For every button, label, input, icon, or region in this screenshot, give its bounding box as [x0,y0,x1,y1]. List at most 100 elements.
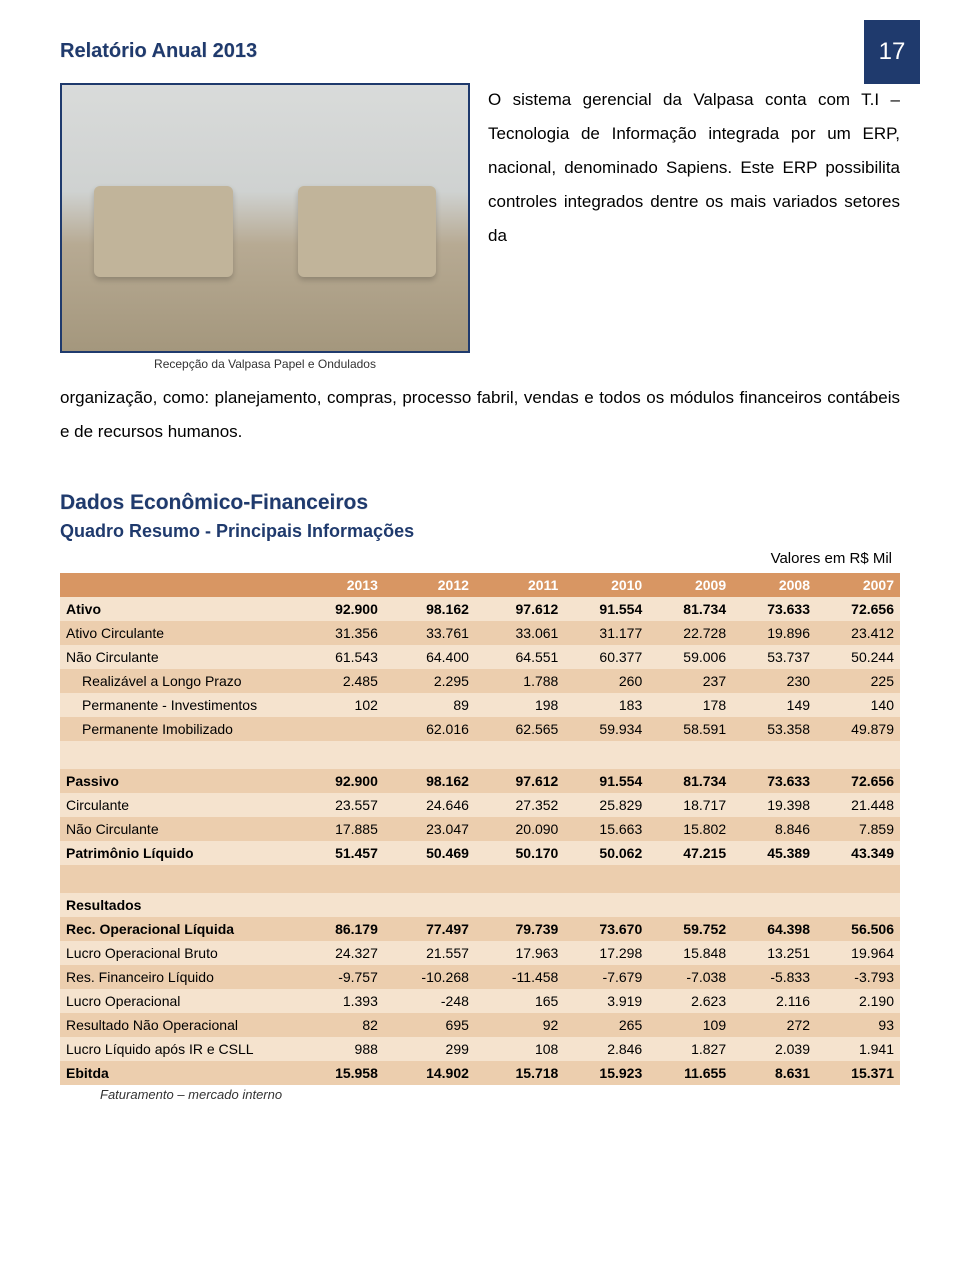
table-row [60,741,900,769]
table-cell: 15.848 [648,941,732,965]
table-cell: 2.846 [564,1037,648,1061]
table-cell: 21.448 [816,793,900,817]
table-cell: 15.958 [300,1061,384,1085]
table-row: Permanente - Investimentos10289198183178… [60,693,900,717]
table-cell-gap [564,865,648,893]
table-cell-gap [732,865,816,893]
table-row-label: Patrimônio Líquido [60,841,300,865]
table-cell-gap [648,741,732,769]
table-row: Não Circulante61.54364.40064.55160.37759… [60,645,900,669]
table-cell: 272 [732,1013,816,1037]
table-cell: 2.190 [816,989,900,1013]
table-header-year: 2011 [475,573,564,597]
table-cell: 2.623 [648,989,732,1013]
table-cell-gap [300,741,384,769]
table-cell: 33.061 [475,621,564,645]
intro-paragraph-1: O sistema gerencial da Valpasa conta com… [488,83,900,371]
table-cell: 25.829 [564,793,648,817]
table-row-label: Lucro Operacional [60,989,300,1013]
table-cell: 15.371 [816,1061,900,1085]
table-row: Permanente Imobilizado62.01662.56559.934… [60,717,900,741]
table-cell: 92 [475,1013,564,1037]
table-cell: 82 [300,1013,384,1037]
table-cell: 260 [564,669,648,693]
table-row-label: Permanente Imobilizado [60,717,300,741]
table-row: Resultados [60,893,900,917]
table-row-label: Permanente - Investimentos [60,693,300,717]
table-header-year: 2010 [564,573,648,597]
table-cell: 149 [732,693,816,717]
table-cell-gap [648,865,732,893]
table-cell: 21.557 [384,941,475,965]
table-cell [648,893,732,917]
table-cell: 98.162 [384,769,475,793]
table-cell: 695 [384,1013,475,1037]
table-cell [300,717,384,741]
table-row-label: Ativo Circulante [60,621,300,645]
table-cell: 93 [816,1013,900,1037]
table-cell: 17.885 [300,817,384,841]
table-cell: 20.090 [475,817,564,841]
table-header-blank [60,573,300,597]
table-cell: 19.964 [816,941,900,965]
table-cell: -7.038 [648,965,732,989]
table-cell: 23.047 [384,817,475,841]
table-header-year: 2013 [300,573,384,597]
photo-caption: Recepção da Valpasa Papel e Ondulados [60,357,470,371]
table-row-label: Não Circulante [60,817,300,841]
table-header-year: 2007 [816,573,900,597]
table-cell: 43.349 [816,841,900,865]
table-cell: 1.827 [648,1037,732,1061]
table-cell: 53.358 [732,717,816,741]
table-cell: 58.591 [648,717,732,741]
table-cell: 64.398 [732,917,816,941]
table-row: Realizável a Longo Prazo2.4852.2951.7882… [60,669,900,693]
table-cell: 8.846 [732,817,816,841]
table-row [60,865,900,893]
table-cell: 73.633 [732,769,816,793]
table-cell: 50.170 [475,841,564,865]
table-cell-gap [60,865,300,893]
table-row-label: Passivo [60,769,300,793]
table-row-label: Rec. Operacional Líquida [60,917,300,941]
table-cell: 64.551 [475,645,564,669]
table-cell: 60.377 [564,645,648,669]
table-cell: 45.389 [732,841,816,865]
table-cell [300,893,384,917]
table-cell: 225 [816,669,900,693]
section-subheading: Quadro Resumo - Principais Informações [60,521,900,542]
table-header-year: 2009 [648,573,732,597]
table-cell: -3.793 [816,965,900,989]
table-cell: 102 [300,693,384,717]
table-cell [475,893,564,917]
financial-table: 2013 2012 2011 2010 2009 2008 2007 Ativo… [60,573,900,1085]
table-cell: 81.734 [648,769,732,793]
table-row-label: Lucro Operacional Bruto [60,941,300,965]
table-cell: 140 [816,693,900,717]
table-cell: 15.663 [564,817,648,841]
section-heading: Dados Econômico-Financeiros [60,491,900,515]
table-cell: 2.039 [732,1037,816,1061]
table-row: Ativo Circulante31.35633.76133.06131.177… [60,621,900,645]
table-row: Circulante23.55724.64627.35225.82918.717… [60,793,900,817]
table-cell: -11.458 [475,965,564,989]
table-cell: 165 [475,989,564,1013]
table-cell-gap [816,741,900,769]
table-cell: 53.737 [732,645,816,669]
table-cell: 1.393 [300,989,384,1013]
table-cell: 24.646 [384,793,475,817]
intro-block: Recepção da Valpasa Papel e Ondulados O … [60,83,900,371]
table-cell-gap [384,741,475,769]
table-row: Não Circulante17.88523.04720.09015.66315… [60,817,900,841]
table-cell: -248 [384,989,475,1013]
table-cell: 2.485 [300,669,384,693]
table-cell: 23.412 [816,621,900,645]
table-row: Res. Financeiro Líquido-9.757-10.268-11.… [60,965,900,989]
table-cell: 91.554 [564,769,648,793]
table-cell [384,893,475,917]
table-cell: 7.859 [816,817,900,841]
table-cell: 15.718 [475,1061,564,1085]
table-cell: 73.670 [564,917,648,941]
document-title: Relatório Anual 2013 [60,40,900,63]
table-cell: 15.923 [564,1061,648,1085]
